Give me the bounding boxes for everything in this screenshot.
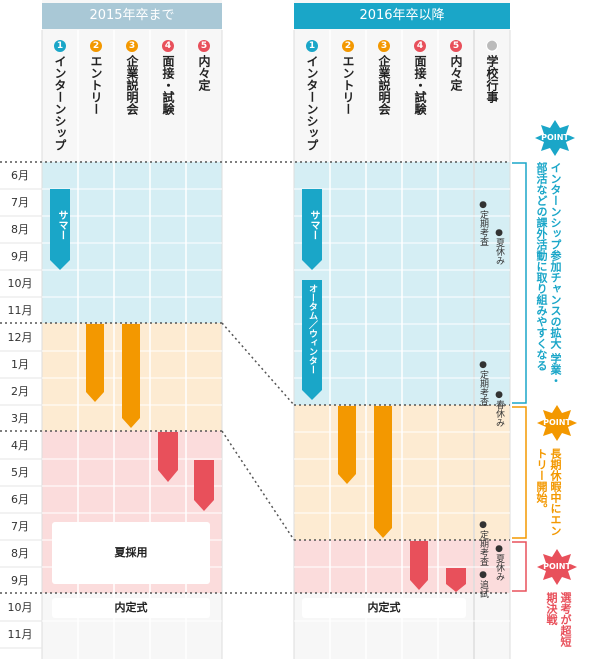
- left-seminar-bar: [122, 324, 140, 428]
- left-col-label-entry: エントリー: [89, 55, 103, 115]
- month-label: 3月: [11, 412, 29, 425]
- point-brackets: [512, 162, 527, 592]
- month-label: 2月: [11, 385, 29, 398]
- right-entry-bar: [338, 406, 356, 484]
- month-label: 10月: [7, 601, 33, 614]
- right-offer-bar: [446, 568, 466, 592]
- right-header-bg: [294, 3, 510, 29]
- left-col-num-3: 3: [126, 40, 138, 52]
- column-borders: [41, 30, 511, 659]
- right-internship-summer-bar: [302, 189, 322, 270]
- month-label: 8月: [11, 223, 29, 236]
- point-badge-1: POINT: [541, 133, 569, 142]
- left-col-label-offer: 内々定: [197, 55, 211, 91]
- month-axis-lines: [0, 188, 42, 649]
- point-text-1: インターンシップ参加チャンスの拡大 学業・部活などの課外活動に取り組みやすくなる: [535, 162, 562, 386]
- right-col-label-seminar: 企業説明会: [377, 55, 391, 115]
- left-summer-bar-label: サマー: [56, 210, 67, 240]
- left-header: 2015年卒まで: [89, 8, 175, 23]
- dotted-boundaries: [0, 161, 510, 594]
- left-interview-bar: [158, 432, 178, 482]
- right-col-num-6: ●: [486, 38, 498, 53]
- month-label: 12月: [7, 331, 33, 344]
- right-col-num-4: 4: [414, 40, 426, 52]
- left-col-num-2: 2: [90, 40, 102, 52]
- left-ceremony-box: 内定式: [52, 598, 210, 618]
- left-header-bg: [42, 3, 222, 29]
- right-col-num-2: 2: [342, 40, 354, 52]
- point-text-3: 選考が超短期決戦: [545, 592, 572, 647]
- right-internship-autumn-bar: [302, 280, 322, 400]
- right-col-label-internship: インターンシップ: [305, 55, 319, 151]
- school-event-exam: ●定期考査: [478, 360, 488, 406]
- school-event-summer-break: ●夏休み: [494, 228, 504, 265]
- month-label: 11月: [7, 628, 33, 641]
- left-offer-bar: [194, 460, 214, 511]
- left-col-label-seminar: 企業説明会: [125, 55, 139, 115]
- right-summer-bar-label: サマー: [308, 210, 319, 240]
- month-label: 5月: [11, 466, 29, 479]
- point-badge-3: POINT: [543, 562, 571, 571]
- right-col-label-offer: 内々定: [449, 55, 463, 91]
- right-col-label-interview: 面接・試験: [413, 55, 427, 115]
- month-label: 1月: [11, 358, 29, 371]
- left-entry-bar: [86, 324, 104, 402]
- left-col-num-4: 4: [162, 40, 174, 52]
- left-col-label-internship: インターンシップ: [53, 55, 67, 151]
- left-internship-summer-bar: [50, 189, 70, 270]
- right-ceremony-box: 内定式: [302, 598, 466, 618]
- right-header: 2016年卒以降: [359, 8, 445, 23]
- school-event-retest: ●追試: [478, 570, 488, 598]
- summer-hiring-box: 夏採用: [52, 522, 210, 584]
- month-label: 6月: [11, 493, 29, 506]
- school-event-exam: ●定期考査: [478, 200, 488, 246]
- left-col-num-5: 5: [198, 40, 210, 52]
- month-label: 10月: [7, 277, 33, 290]
- month-label: 7月: [11, 196, 29, 209]
- left-col-label-interview: 面接・試験: [161, 55, 175, 115]
- right-col-label-entry: エントリー: [341, 55, 355, 115]
- month-label: 9月: [11, 574, 29, 587]
- school-event-spring-break: ●春休み: [494, 390, 504, 427]
- month-label: 4月: [11, 439, 29, 452]
- left-col-num-1: 1: [54, 40, 66, 52]
- right-col-label-school: 学校行事: [485, 55, 499, 103]
- right-autumn-bar-label: オータム／ウィンター: [307, 284, 317, 374]
- month-label: 11月: [7, 304, 33, 317]
- right-col-num-1: 1: [306, 40, 318, 52]
- month-label: 6月: [11, 169, 29, 182]
- point-badges: [535, 120, 577, 585]
- right-col-num-3: 3: [378, 40, 390, 52]
- point-text-2: 長期休暇中にエントリー開始。: [535, 448, 562, 536]
- point-badge-2: POINT: [543, 418, 571, 427]
- right-seminar-bar: [374, 406, 392, 538]
- month-label: 9月: [11, 250, 29, 263]
- right-interview-bar: [410, 541, 428, 590]
- month-label: 7月: [11, 520, 29, 533]
- right-col-num-5: 5: [450, 40, 462, 52]
- month-label: 8月: [11, 547, 29, 560]
- school-event-summer-break: ●夏休み: [494, 544, 504, 581]
- school-event-exam: ●定期考査: [478, 520, 488, 566]
